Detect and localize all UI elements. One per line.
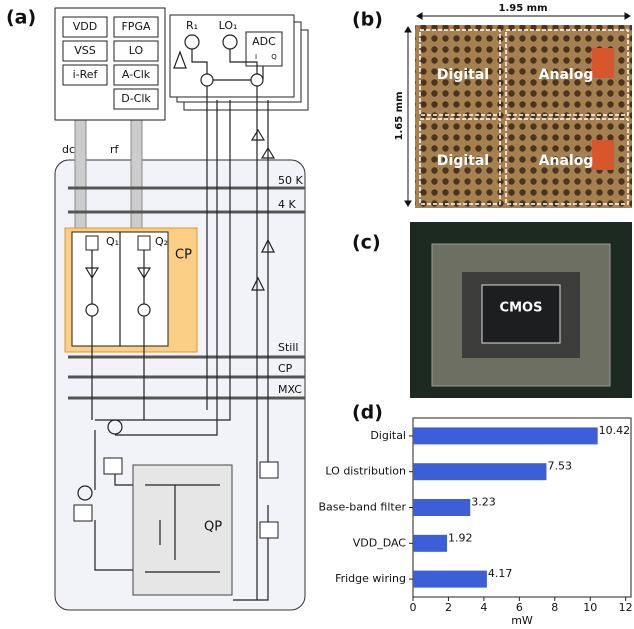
bar bbox=[413, 571, 487, 588]
photo-c: CMOS bbox=[410, 222, 632, 398]
value-label: 3.23 bbox=[471, 496, 496, 509]
label: Q₂ bbox=[155, 235, 168, 248]
label: ADC bbox=[252, 35, 276, 48]
x-tick-label: 12 bbox=[619, 601, 633, 614]
block-label: Analog bbox=[539, 67, 594, 83]
block-label: Analog bbox=[539, 153, 594, 169]
label: QP bbox=[204, 520, 222, 535]
stage-label: 50 K bbox=[278, 174, 303, 187]
value-label: 1.92 bbox=[448, 531, 473, 544]
label: i-Ref bbox=[73, 68, 99, 81]
block-label: Digital bbox=[437, 67, 489, 83]
bar bbox=[413, 427, 598, 444]
panel-label: (b) bbox=[352, 9, 383, 31]
value-label: 10.42 bbox=[599, 424, 631, 437]
figure: (a) (b) (c) (d) VDD FPGA VSS LO i-Ref A-… bbox=[0, 0, 634, 629]
chip-label: CMOS bbox=[500, 301, 543, 316]
photo-b: Digital Analog Digital Analog 1.95 mm 1.… bbox=[394, 3, 632, 208]
block-label: Digital bbox=[437, 153, 489, 169]
y-tick-label: LO distribution bbox=[325, 465, 406, 478]
panel-label: (d) bbox=[352, 402, 383, 424]
stage-label: 4 K bbox=[278, 198, 296, 211]
x-tick-label: 8 bbox=[551, 601, 558, 614]
x-tick-label: 10 bbox=[583, 601, 597, 614]
label: Q₁ bbox=[106, 235, 119, 248]
dimension: 1.95 mm bbox=[499, 3, 548, 14]
panel-label: (a) bbox=[6, 7, 36, 29]
y-tick-label: Fridge wiring bbox=[335, 572, 406, 585]
label: dc bbox=[62, 143, 75, 156]
label: FPGA bbox=[121, 20, 150, 33]
value-label: 4.17 bbox=[488, 567, 513, 580]
label: A-Clk bbox=[122, 68, 151, 81]
stage-label: MXC bbox=[278, 383, 302, 396]
dimension: 1.65 mm bbox=[394, 92, 405, 141]
y-tick-label: Base-band filter bbox=[318, 501, 406, 514]
x-tick-label: 2 bbox=[445, 601, 452, 614]
label: I bbox=[255, 53, 257, 61]
value-label: 7.53 bbox=[547, 460, 572, 473]
x-axis-label: mW bbox=[511, 614, 533, 627]
x-tick-label: 0 bbox=[410, 601, 417, 614]
label: VDD bbox=[73, 20, 97, 33]
bar bbox=[413, 499, 470, 516]
x-tick-label: 4 bbox=[480, 601, 487, 614]
label: VSS bbox=[74, 44, 96, 57]
label: D-Clk bbox=[121, 92, 151, 105]
bar bbox=[413, 535, 447, 552]
diagram: VDD FPGA VSS LO i-Ref A-Clk D-Clk ADC I … bbox=[55, 8, 308, 610]
label: LO bbox=[129, 44, 144, 57]
y-tick-label: VDD_DAC bbox=[353, 536, 407, 549]
stage-label: Still bbox=[278, 341, 298, 354]
x-tick-label: 6 bbox=[516, 601, 523, 614]
label: CP bbox=[175, 248, 192, 263]
label: R₁ bbox=[186, 19, 198, 32]
stage-label: CP bbox=[278, 362, 293, 375]
label: Q bbox=[271, 53, 277, 61]
bar bbox=[413, 463, 546, 480]
label: rf bbox=[110, 143, 120, 156]
panel-label: (c) bbox=[352, 232, 381, 254]
label: LO₁ bbox=[219, 19, 238, 32]
y-tick-label: Digital bbox=[370, 429, 406, 442]
